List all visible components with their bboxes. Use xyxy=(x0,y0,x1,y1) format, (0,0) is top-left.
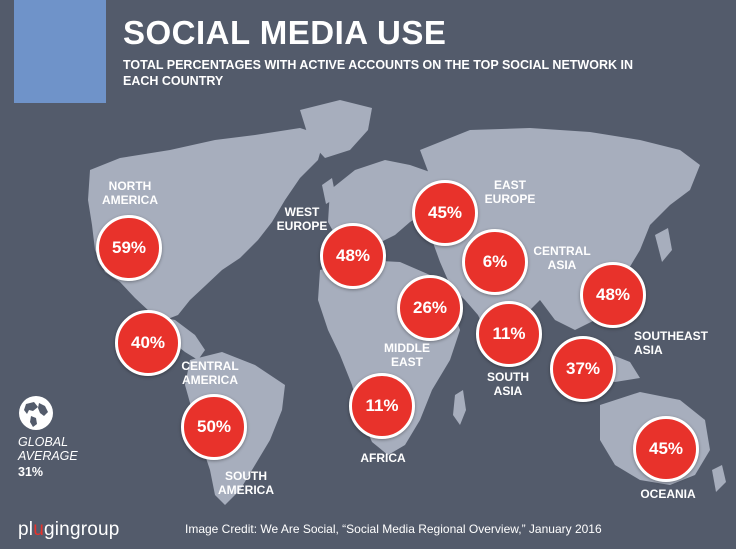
brand-logo: plugingroup xyxy=(18,519,120,540)
bubble-west-europe: 48% xyxy=(320,223,386,289)
region-label-africa: AFRICA xyxy=(360,451,406,465)
globe-icon xyxy=(19,396,53,430)
region-label-west-europe: WEST EUROPE xyxy=(276,205,328,233)
bubble-middle-east: 26% xyxy=(397,275,463,341)
region-label-north-america: NORTH AMERICA xyxy=(102,179,158,207)
bubble-southeast-asia: 37% xyxy=(550,336,616,402)
region-label-southeast-asia: SOUTHEAST ASIA xyxy=(634,329,709,357)
new-zealand-shape xyxy=(712,465,726,492)
bubble-africa: 11% xyxy=(349,373,415,439)
bubble-south-asia: 11% xyxy=(476,301,542,367)
region-label-middle-east: MIDDLE EAST xyxy=(384,341,430,369)
region-label-central-america: CENTRAL AMERICA xyxy=(181,359,239,387)
region-label-south-america: SOUTH AMERICA xyxy=(218,469,274,497)
global-average-label: GLOBAL AVERAGE xyxy=(18,435,78,463)
page-title: SOCIAL MEDIA USE xyxy=(123,14,447,51)
japan-shape xyxy=(655,228,672,262)
bubble-central-asia: 6% xyxy=(462,229,528,295)
bubble-east-europe: 45% xyxy=(412,180,478,246)
region-label-east-europe: EAST EUROPE xyxy=(484,178,536,206)
accent-block xyxy=(14,0,106,103)
greenland-shape xyxy=(300,100,372,158)
bubble-east-asia: 48% xyxy=(580,262,646,328)
bubble-south-america: 50% xyxy=(181,394,247,460)
region-label-oceania: OCEANIA xyxy=(640,487,696,501)
page-subtitle: TOTAL PERCENTAGES WITH ACTIVE ACCOUNTS O… xyxy=(123,58,633,88)
region-label-central-asia: CENTRAL ASIA xyxy=(533,244,591,272)
region-label-south-asia: SOUTH ASIA xyxy=(487,370,529,398)
uk-shape xyxy=(322,178,336,204)
bubble-central-america: 40% xyxy=(115,310,181,376)
image-credit: Image Credit: We Are Social, “Social Med… xyxy=(185,522,602,536)
madagascar-shape xyxy=(453,390,466,425)
bubble-oceania: 45% xyxy=(633,416,699,482)
global-average-value: 31% xyxy=(18,465,44,479)
bubble-north-america: 59% xyxy=(96,215,162,281)
